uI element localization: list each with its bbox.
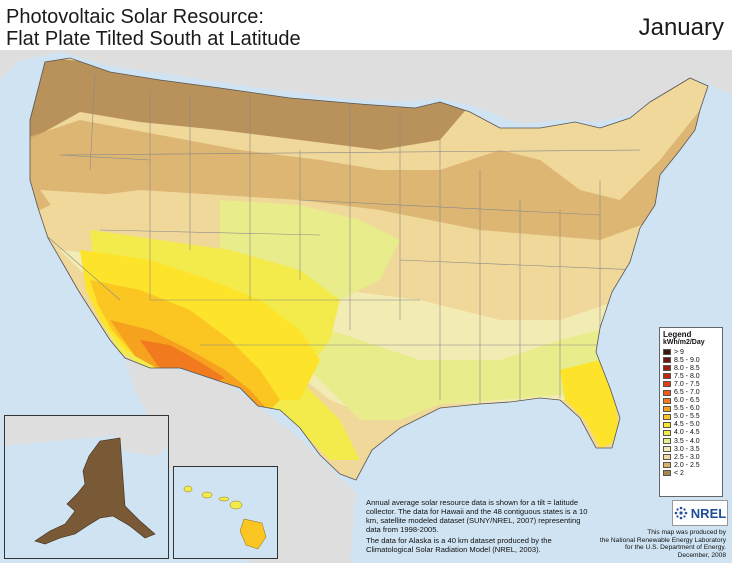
note-paragraph-1: Annual average solar resource data is sh…: [366, 498, 588, 534]
legend-item: 4.5 - 5.0: [663, 421, 719, 429]
credit-line: the National Renewable Energy Laboratory: [599, 536, 726, 544]
legend-item: 6.5 - 7.0: [663, 388, 719, 396]
legend-swatch: [663, 349, 671, 356]
legend-label: > 9: [674, 348, 684, 356]
legend-swatch: [663, 470, 671, 477]
legend-label: 6.5 - 7.0: [674, 389, 700, 397]
legend-swatch: [663, 462, 671, 469]
map-title-line1: Photovoltaic Solar Resource:: [6, 6, 264, 28]
legend-swatch: [663, 454, 671, 461]
title-box: Photovoltaic Solar Resource: Flat Plate …: [0, 0, 732, 50]
legend-label: 4.0 - 4.5: [674, 429, 700, 437]
legend-label: 8.5 - 9.0: [674, 356, 700, 364]
legend-item: 3.0 - 3.5: [663, 445, 719, 453]
legend-label: 7.5 - 8.0: [674, 372, 700, 380]
legend-items: > 9 8.5 - 9.0 8.0 - 8.5 7.5 - 8.0 7.0 - 7.5 6…: [663, 348, 719, 478]
kauai-island: [183, 485, 193, 493]
legend-item: 8.5 - 9.0: [663, 356, 719, 364]
legend-item: 4.0 - 4.5: [663, 429, 719, 437]
legend-swatch: [663, 373, 671, 380]
legend-label: 3.0 - 3.5: [674, 445, 700, 453]
legend-label: 5.0 - 5.5: [674, 413, 700, 421]
legend-label: 2.0 - 2.5: [674, 461, 700, 469]
legend-item: 6.0 - 6.5: [663, 397, 719, 405]
nrel-logo: NREL: [672, 500, 728, 526]
legend-label: 7.0 - 7.5: [674, 380, 700, 388]
legend-label: 6.0 - 6.5: [674, 397, 700, 405]
alaska-inset: [4, 415, 169, 559]
legend-swatch: [663, 381, 671, 388]
nrel-logo-text: NREL: [690, 505, 727, 521]
legend-item: 8.0 - 8.5: [663, 364, 719, 372]
maui-island: [229, 500, 243, 510]
legend-label: 4.5 - 5.0: [674, 421, 700, 429]
alaska-shape: [34, 437, 156, 545]
legend: Legend kWh/m2/Day > 9 8.5 - 9.0 8.0 - 8.5 7…: [659, 327, 723, 497]
map-title-line2: Flat Plate Tilted South at Latitude: [6, 28, 301, 50]
legend-label: 3.5 - 4.0: [674, 437, 700, 445]
legend-swatch: [663, 446, 671, 453]
credit-line: December, 2008: [677, 551, 726, 559]
legend-item: 5.5 - 6.0: [663, 405, 719, 413]
legend-item: > 9: [663, 348, 719, 356]
zone-lt-2: [30, 58, 470, 150]
credit-line: for the U.S. Department of Energy.: [624, 544, 726, 551]
legend-swatch: [663, 397, 671, 404]
nrel-sun-icon: [674, 506, 688, 520]
canada-land: [0, 50, 732, 124]
legend-item: 2.5 - 3.0: [663, 453, 719, 461]
legend-label: < 2: [674, 469, 684, 477]
legend-item: 3.5 - 4.0: [663, 437, 719, 445]
legend-swatch: [663, 389, 671, 396]
legend-label: 5.5 - 6.0: [674, 405, 700, 413]
oahu-island: [201, 491, 213, 499]
molokai-island: [218, 496, 230, 502]
credit-text: This map was produced by the National Re…: [566, 529, 726, 559]
legend-units: kWh/m2/Day: [663, 339, 705, 346]
legend-item: 7.5 - 8.0: [663, 372, 719, 380]
hawaii-map: [183, 485, 267, 550]
zone-6-6-5: [140, 340, 225, 384]
state-boundaries: [39, 74, 641, 405]
data-note: Annual average solar resource data is sh…: [366, 498, 591, 556]
legend-swatch: [663, 438, 671, 445]
hawaii-inset: [173, 466, 278, 559]
legend-item: 7.0 - 7.5: [663, 380, 719, 388]
month-label: January: [638, 14, 724, 41]
legend-swatch: [663, 421, 671, 428]
legend-item: < 2: [663, 469, 719, 477]
alaska-map: [5, 416, 168, 545]
legend-swatch: [663, 429, 671, 436]
us-outline: [29, 57, 709, 481]
legend-swatch: [663, 357, 671, 364]
credit-line: This map was produced by: [647, 529, 726, 536]
note-paragraph-2: The data for Alaska is a 40 km dataset p…: [366, 536, 552, 554]
zone-2-2-5: [30, 110, 708, 240]
legend-label: 2.5 - 3.0: [674, 453, 700, 461]
legend-item: 5.0 - 5.5: [663, 413, 719, 421]
zone-florida: [560, 360, 620, 448]
legend-label: 8.0 - 8.5: [674, 364, 700, 372]
legend-swatch: [663, 365, 671, 372]
contiguous-us: [30, 58, 708, 480]
big-island: [239, 518, 267, 550]
legend-swatch: [663, 405, 671, 412]
mexico-land: [125, 360, 356, 563]
legend-item: 2.0 - 2.5: [663, 461, 719, 469]
legend-swatch: [663, 413, 671, 420]
legend-title: Legend: [663, 330, 692, 339]
